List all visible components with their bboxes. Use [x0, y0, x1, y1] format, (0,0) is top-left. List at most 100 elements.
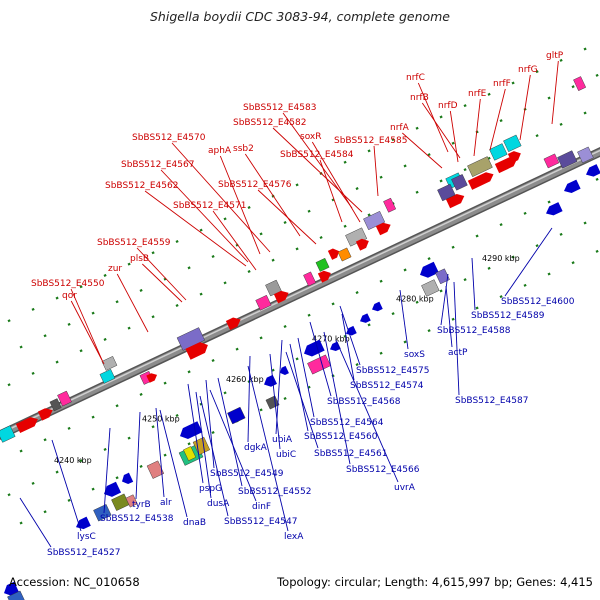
gene-feature [7, 590, 26, 600]
gene-box [337, 247, 352, 262]
gene-label-lower: SbBS512_E4568 [327, 397, 401, 407]
track-tick [103, 337, 107, 341]
track-tick [295, 357, 299, 361]
track-tick [187, 266, 191, 270]
gene-box [0, 425, 16, 443]
gene-feature [225, 317, 241, 330]
track-tick [571, 261, 575, 265]
track-tick [151, 425, 155, 429]
track-tick [211, 430, 215, 435]
label-connector [135, 411, 141, 500]
track-tick [211, 358, 215, 363]
label-connector [247, 365, 289, 532]
gene-feature [577, 146, 594, 164]
track-tick [223, 217, 227, 221]
track-tick [403, 164, 407, 168]
track-tick [439, 115, 443, 119]
track-tick [451, 245, 455, 249]
gene-feature [337, 247, 352, 262]
track-tick [163, 381, 167, 385]
label-connector [142, 263, 183, 303]
label-connector [421, 102, 461, 159]
label-connector [309, 321, 332, 397]
gene-arrow [375, 222, 391, 236]
label-connector [205, 379, 215, 469]
track-tick [559, 58, 563, 62]
track-tick [487, 92, 491, 96]
gene-label-upper: nrfG [518, 65, 538, 75]
gene-feature [467, 156, 493, 178]
track-tick [151, 251, 155, 255]
gene-box [99, 368, 116, 384]
label-connector [339, 305, 361, 366]
label-connector [311, 141, 361, 223]
gene-label-lower: tyrB [132, 500, 151, 510]
track-tick [175, 413, 179, 417]
gene-feature [383, 197, 397, 213]
track-tick [7, 493, 11, 497]
gene-arrow [467, 172, 494, 190]
label-connector [323, 331, 351, 465]
label-connector [187, 383, 204, 484]
track-tick [43, 438, 47, 442]
scale-tick-label: 4270 kbp [312, 334, 350, 343]
track-tick [199, 292, 203, 296]
track-tick [103, 273, 107, 277]
gene-feature [111, 493, 130, 511]
gene-box [7, 590, 26, 600]
track-tick [487, 266, 491, 270]
track-tick [7, 319, 11, 323]
gene-arrow [355, 238, 369, 251]
track-tick [151, 315, 155, 319]
label-connector [160, 169, 249, 263]
label-connector [335, 339, 399, 483]
gene-label-lower: pspG [199, 484, 222, 494]
gene-label-lower: ubiA [272, 435, 293, 445]
track-tick [55, 296, 59, 300]
gene-label-lower: uvrA [394, 483, 416, 493]
track-tick [7, 383, 11, 387]
gene-arrow [146, 373, 158, 383]
gene-box [49, 398, 62, 412]
gene-label-lower: SbBS512_E4574 [350, 381, 424, 391]
gene-feature [315, 257, 330, 272]
gene-box [255, 294, 272, 311]
track-tick [355, 291, 359, 295]
gene-feature [146, 460, 165, 479]
gene-feature [122, 472, 134, 485]
label-connector [144, 190, 247, 267]
gene-feature [564, 179, 581, 193]
gene-label-lower: alr [160, 498, 172, 508]
track-tick [355, 187, 359, 191]
gene-arrow [15, 417, 38, 434]
label-connector [171, 142, 271, 253]
track-tick [43, 334, 47, 338]
gene-arrow [317, 270, 331, 283]
gene-box [111, 493, 130, 511]
track-tick [295, 183, 299, 187]
track-tick [67, 426, 71, 430]
gene-label-lower: actP [448, 348, 468, 358]
backbone-highlight [0, 149, 600, 435]
gene-label-upper: ssb2 [233, 144, 254, 154]
gene-box [543, 153, 560, 169]
track-tick [283, 221, 287, 225]
gene-label-upper: nrfD [438, 101, 458, 111]
track-tick [211, 254, 215, 259]
gene-label-upper: SbBS512_E4550 [31, 279, 105, 289]
track-tick [463, 278, 467, 282]
gene-arrow [104, 481, 122, 497]
label-connector [217, 377, 243, 487]
gene-feature [375, 222, 391, 236]
gene-box [125, 494, 138, 508]
track-tick [55, 360, 59, 364]
gene-feature [437, 183, 456, 202]
label-connector [453, 281, 460, 396]
map-title: Shigella boydii CDC 3083-94, complete ge… [149, 9, 451, 24]
gene-box [307, 354, 331, 375]
gene-arrow [372, 301, 383, 312]
track-tick [343, 160, 347, 164]
label-connector [116, 273, 149, 333]
gene-feature [489, 143, 508, 161]
